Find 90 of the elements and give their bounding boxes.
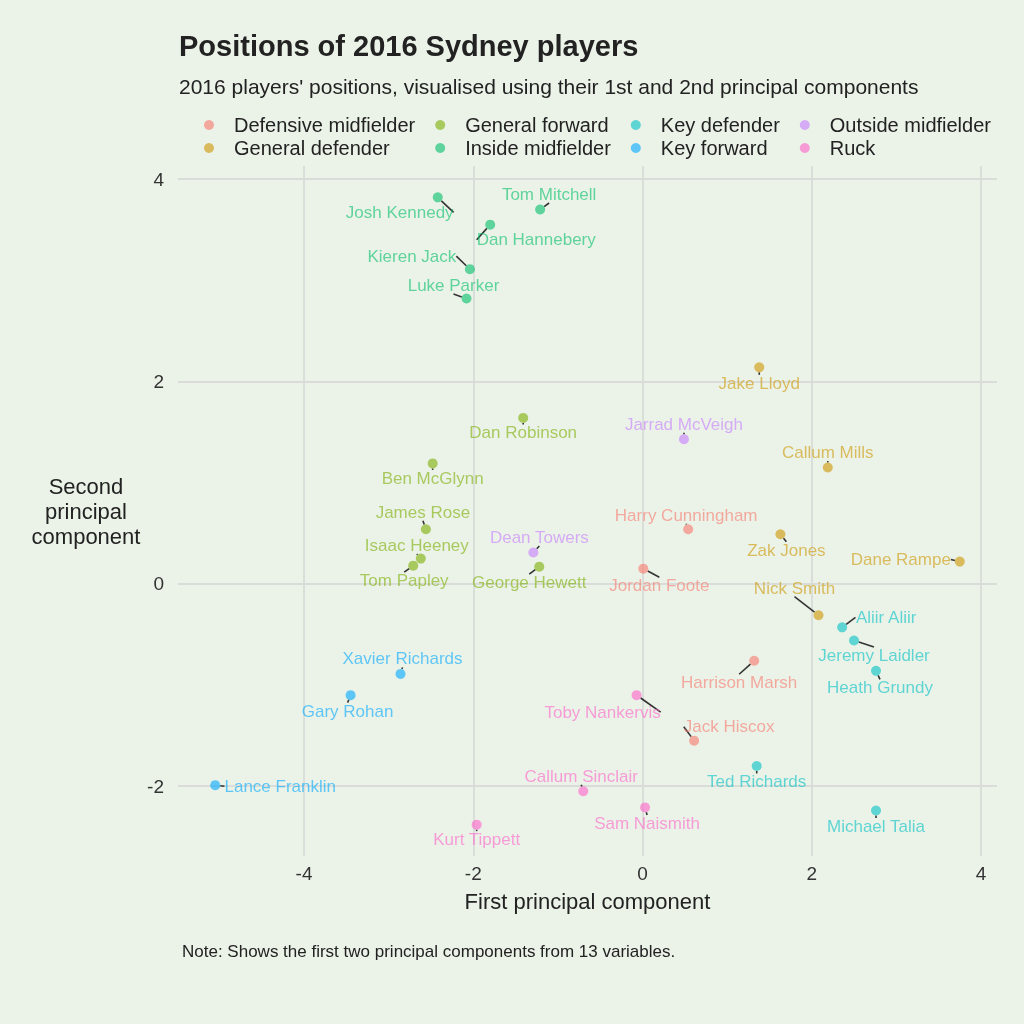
point — [749, 655, 760, 666]
point — [678, 434, 689, 445]
point — [849, 635, 860, 646]
point — [751, 760, 762, 771]
data-label: Lance Franklin — [224, 776, 336, 796]
point — [210, 780, 221, 791]
data-label: Dean Towers — [489, 527, 589, 547]
point — [689, 735, 700, 746]
point — [837, 622, 848, 633]
x-tick-label: 0 — [637, 863, 648, 884]
point — [631, 690, 642, 701]
data-label: Michael Talia — [827, 816, 926, 836]
point — [461, 293, 472, 304]
data-label: Ted Richards — [707, 772, 807, 792]
point — [395, 668, 406, 679]
y-tick-label: 2 — [153, 371, 164, 392]
point — [683, 524, 694, 535]
point — [813, 610, 824, 621]
y-tick-label: 4 — [153, 168, 165, 190]
legend-label: Key defender — [660, 114, 781, 136]
legend-label: Outside midfielder — [829, 114, 992, 136]
data-label: Toby Nankervis — [544, 702, 661, 722]
point — [464, 264, 475, 275]
point — [638, 563, 649, 574]
y-axis-title: Second principal component — [31, 473, 141, 549]
legend-label: General forward — [465, 114, 609, 136]
data-label: Gary Rohan — [301, 701, 394, 721]
data-label: Zak Jones — [747, 540, 826, 560]
data-label: Callum Mills — [781, 443, 874, 462]
data-label: Isaac Heeney — [364, 536, 470, 556]
chart-subtitle: 2016 players' positions, visualised using their 1st and 2nd principal components — [179, 75, 919, 98]
data-label: James Rose — [375, 502, 471, 522]
data-label: Heath Grundy — [827, 678, 934, 698]
y-tick-label: 0 — [153, 573, 164, 595]
legend-label: Inside midfielder — [465, 137, 612, 159]
point — [775, 529, 786, 540]
legend-label: General defender — [234, 137, 390, 159]
data-label: Jack Hiscox — [683, 717, 775, 737]
point — [485, 219, 496, 230]
data-label: Jeremy Laidler — [818, 646, 931, 665]
point — [528, 547, 539, 558]
point — [432, 192, 443, 203]
legend-label: Key forward — [660, 137, 768, 159]
legend-label: Defensive midfielder — [234, 114, 416, 136]
point — [427, 458, 438, 469]
x-tick-label: 2 — [806, 863, 817, 884]
point — [822, 462, 833, 473]
data-label: Xavier Richards — [342, 649, 463, 669]
point — [408, 560, 419, 571]
data-label: George Hewett — [472, 573, 587, 593]
point — [640, 802, 651, 813]
point — [754, 362, 765, 373]
data-label: Jordan Foote — [609, 576, 710, 596]
y-tick-label: -2 — [147, 775, 164, 797]
data-label: Harry Cunningham — [614, 505, 758, 525]
data-label: Dan Hannebery — [476, 230, 597, 250]
data-label: Nick Smith — [753, 578, 836, 598]
point — [415, 553, 426, 564]
point — [871, 805, 882, 816]
data-label: Callum Sinclair — [524, 766, 639, 786]
x-axis-title: First principal component — [464, 888, 711, 914]
data-label: Sam Naismith — [594, 813, 700, 833]
point — [578, 786, 589, 797]
data-label: Kieren Jack — [367, 246, 457, 266]
point — [871, 665, 882, 676]
data-label: Harrison Marsh — [681, 673, 798, 693]
point — [518, 412, 529, 423]
data-label: Luke Parker — [407, 276, 500, 296]
x-tick-label: 4 — [975, 863, 987, 884]
legend-label: Ruck — [829, 137, 877, 159]
data-label: Ben McGlynn — [381, 468, 484, 488]
data-label: Josh Kennedy — [345, 202, 455, 222]
point — [471, 819, 482, 830]
text: Note: Shows the first two principal components from 13 variables. — [182, 942, 676, 961]
data-label: Jarrad McVeigh — [624, 414, 744, 434]
point — [534, 561, 545, 572]
data-label: Dan Robinson — [469, 423, 578, 443]
point — [420, 524, 431, 535]
x-tick-label: -4 — [295, 863, 313, 884]
data-label: Jake Lloyd — [718, 373, 800, 393]
chart-title: Positions of 2016 Sydney players — [179, 29, 639, 62]
point — [535, 204, 546, 215]
data-label: Tom Papley — [359, 571, 450, 591]
data-label: Dane Rampe — [850, 550, 951, 570]
x-tick-label: -2 — [464, 863, 482, 884]
data-label: Kurt Tippett — [433, 830, 521, 850]
point — [345, 690, 356, 701]
point — [954, 556, 965, 567]
data-label: Tom Mitchell — [501, 185, 597, 204]
data-label: Aliir Aliir — [855, 607, 917, 627]
